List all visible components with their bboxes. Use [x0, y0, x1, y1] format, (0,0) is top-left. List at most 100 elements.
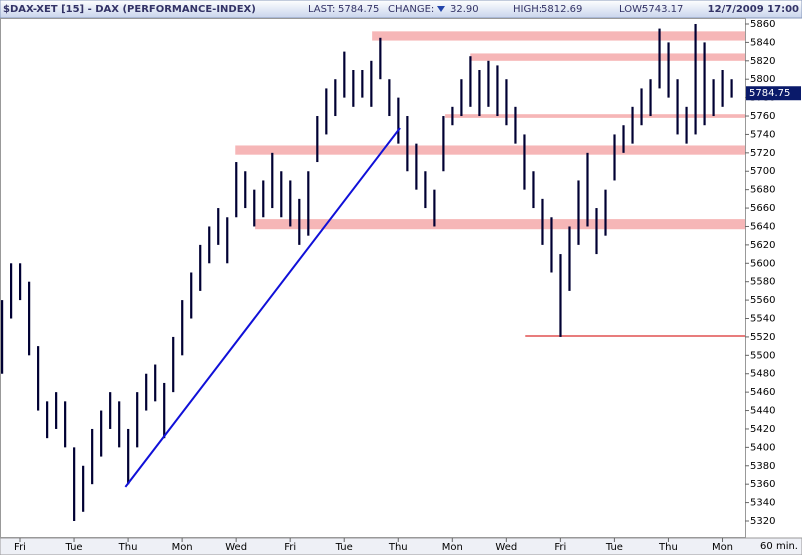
price-bar	[541, 198, 544, 245]
x-tick-label: Tue	[335, 542, 353, 553]
price-bar	[478, 70, 481, 117]
y-tick-label: 5580	[750, 277, 775, 288]
price-bar	[721, 70, 724, 107]
x-tick-label: Mon	[172, 542, 193, 553]
price-bar	[1, 300, 4, 374]
price-bar	[343, 51, 346, 98]
x-tick-label: Fri	[284, 542, 296, 553]
price-bar	[64, 401, 67, 448]
price-bar	[388, 79, 391, 117]
y-tick-label: 5720	[750, 148, 775, 159]
price-bar	[460, 79, 463, 117]
price-bar	[172, 336, 175, 393]
last-label: LAST:	[308, 4, 335, 15]
price-bar	[37, 346, 40, 411]
price-bar	[361, 70, 364, 98]
price-bar	[181, 300, 184, 356]
price-bar	[217, 208, 220, 245]
y-tick-label: 5500	[750, 350, 775, 361]
price-bar	[316, 116, 319, 163]
y-tick-label: 5700	[750, 166, 775, 177]
price-bar	[226, 217, 229, 264]
price-bar	[604, 189, 607, 236]
price-bar	[307, 171, 310, 236]
y-tick-label: 5360	[750, 479, 775, 490]
price-bar	[208, 226, 211, 264]
price-bar	[685, 106, 688, 144]
price-bar	[622, 125, 625, 153]
price-bar	[613, 134, 616, 181]
price-bar	[703, 42, 706, 126]
y-tick-label: 5440	[750, 406, 775, 417]
price-bar	[262, 180, 265, 218]
price-bar	[28, 281, 31, 356]
change-label: CHANGE:	[388, 4, 434, 15]
price-bar	[46, 401, 49, 439]
price-bar	[10, 263, 13, 319]
price-bar	[289, 180, 292, 227]
price-bar	[523, 134, 526, 190]
price-bar	[586, 152, 589, 227]
price-bar	[514, 106, 517, 144]
price-bar	[145, 373, 148, 411]
y-tick-label: 5380	[750, 461, 775, 472]
price-bar	[397, 97, 400, 144]
resistance-zone	[445, 114, 745, 118]
x-tick-label: Thu	[658, 542, 678, 553]
price-bar	[82, 465, 85, 512]
high-value: 5812.69	[541, 4, 582, 15]
price-bar	[496, 65, 499, 117]
y-tick-label: 5420	[750, 424, 775, 435]
price-bar	[406, 116, 409, 172]
price-bar	[136, 392, 139, 448]
price-bar	[352, 70, 355, 107]
price-bar	[451, 106, 454, 126]
y-tick-label: 5320	[750, 516, 775, 527]
price-bar	[424, 171, 427, 209]
price-bar	[379, 37, 382, 80]
last-price-box	[746, 86, 801, 101]
last-value: 5784.75	[338, 4, 379, 15]
resistance-zone	[470, 53, 745, 61]
price-bar	[190, 272, 193, 319]
price-bar	[640, 88, 643, 126]
price-bar	[712, 79, 715, 117]
price-bar	[19, 263, 22, 301]
price-bar	[118, 401, 121, 448]
price-bar	[487, 60, 490, 107]
y-tick-label: 5740	[750, 129, 775, 140]
x-tick-label: Thu	[118, 542, 138, 553]
y-tick-label: 5680	[750, 185, 775, 196]
price-bar	[127, 428, 130, 485]
y-tick-label: 5560	[750, 295, 775, 306]
y-tick-label: 5660	[750, 203, 775, 214]
y-tick-label: 5340	[750, 498, 775, 509]
price-bar	[73, 447, 76, 521]
y-tick-label: 5620	[750, 240, 775, 251]
price-bar	[325, 88, 328, 135]
price-bar	[694, 23, 697, 135]
y-tick-label: 5640	[750, 221, 775, 232]
price-bar	[433, 189, 436, 227]
y-tick-label: 5540	[750, 314, 775, 325]
price-bar	[415, 143, 418, 190]
price-bar	[244, 171, 247, 209]
price-bar	[334, 79, 337, 117]
y-tick-label: 5820	[750, 56, 775, 67]
price-bar	[676, 79, 679, 135]
price-bar	[109, 392, 112, 429]
price-bar	[163, 382, 166, 439]
price-bar	[649, 79, 652, 117]
down-arrow-icon	[437, 6, 445, 12]
x-tick-label: Wed	[225, 542, 247, 553]
low-value: 5743.17	[642, 4, 683, 15]
price-bar	[100, 410, 103, 457]
x-tick-label: Thu	[388, 542, 408, 553]
plot-area	[0, 18, 746, 538]
price-bar	[595, 208, 598, 255]
resistance-zone	[235, 145, 746, 155]
y-tick-label: 5480	[750, 369, 775, 380]
last-price-label: 5784.75	[749, 88, 790, 99]
